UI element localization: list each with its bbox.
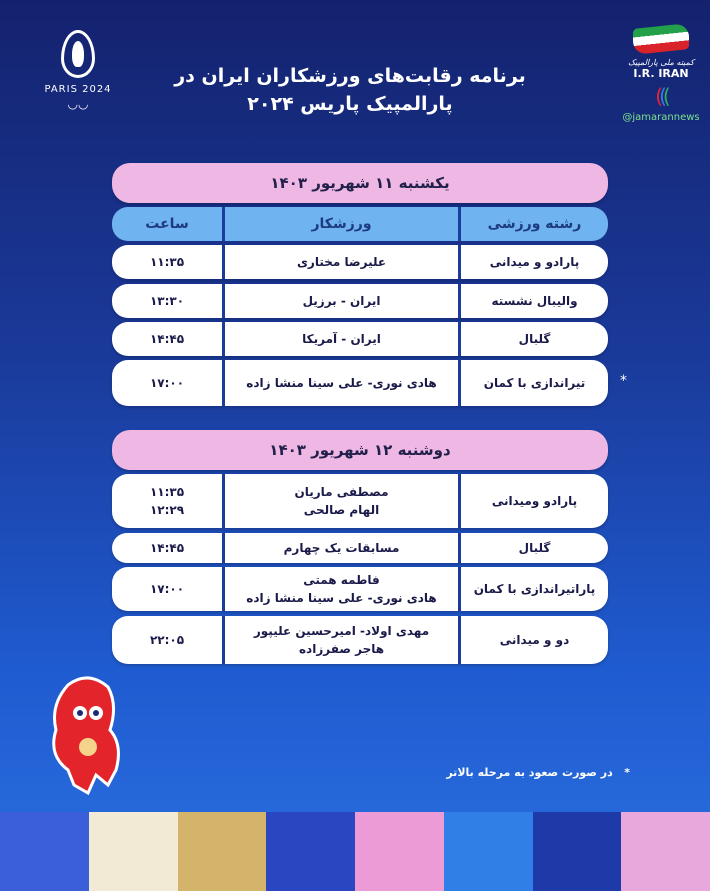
athlete-cell: مسابقات یک چهارم bbox=[222, 533, 458, 563]
sport-cell: پارادو و میدانی bbox=[458, 245, 608, 279]
athlete-cell: مهدی اولاد- امیرحسین علیپور هاجر صفرزاده bbox=[222, 616, 458, 664]
time-value: ۱۲:۲۹ bbox=[149, 503, 185, 517]
athlete-name: هادی نوری- علی سینا منشا زاده bbox=[246, 376, 437, 390]
time-value: ۱۷:۰۰ bbox=[149, 376, 185, 390]
title-line-1: برنامه رقابت‌های ورزشکاران ایران در bbox=[174, 65, 526, 87]
athlete-name: مصطفی ماریان bbox=[294, 485, 389, 499]
time-value: ۱۷:۰۰ bbox=[149, 582, 185, 596]
agitos-icon: ((( bbox=[655, 84, 670, 108]
athlete-cell: مصطفی ماریان الهام صالحی bbox=[222, 474, 458, 528]
athlete-name: ایران - برزیل bbox=[302, 294, 381, 308]
sport-cell: گلبال bbox=[458, 322, 608, 356]
time-value: ۱۱:۳۵ bbox=[149, 255, 185, 269]
qualification-star: * bbox=[620, 373, 627, 389]
athlete-cell: فاطمه همتی هادی نوری- علی سینا منشا زاده bbox=[222, 567, 458, 611]
athlete-name: مسابقات یک چهارم bbox=[283, 541, 400, 555]
table-row: دو و میدانی مهدی اولاد- امیرحسین علیپور ه… bbox=[112, 616, 608, 664]
footnote: * در صورت صعود به مرحله بالاتر bbox=[370, 766, 630, 779]
time-cell: ۲۲:۰۵ bbox=[112, 616, 222, 664]
source-handle: @jamarannews bbox=[622, 112, 700, 123]
athlete-name: مهدی اولاد- امیرحسین علیپور bbox=[253, 624, 430, 638]
sport-cell: پارادو ومیدانی bbox=[458, 474, 608, 528]
time-value: ۱۴:۴۵ bbox=[149, 332, 185, 346]
agitos-icon: ◡◡ bbox=[67, 97, 89, 111]
decorative-pattern-strip bbox=[0, 812, 710, 891]
sport-cell: گلبال bbox=[458, 533, 608, 563]
table-row: تیراندازی با کمان هادی نوری- علی سینا من… bbox=[112, 360, 608, 406]
day-header: دوشنبه ۱۲ شهریور ۱۴۰۳ bbox=[112, 430, 608, 470]
iran-paralympic-logo: کمیته ملی پارالمپیک I.R. IRAN ((( @jamar… bbox=[616, 23, 706, 123]
time-value: ۲۲:۰۵ bbox=[149, 633, 185, 647]
column-header-athlete: ورزشکار bbox=[222, 207, 458, 241]
phryge-mascot-image bbox=[52, 676, 120, 796]
iran-flag-icon bbox=[633, 23, 689, 55]
time-cell: ۱۱:۳۵ bbox=[112, 245, 222, 279]
athlete-cell: علیرضا مختاری bbox=[222, 245, 458, 279]
sport-cell: والیبال نشسته bbox=[458, 284, 608, 318]
column-header-time: ساعت bbox=[145, 216, 189, 232]
time-cell: ۱۷:۰۰ bbox=[112, 360, 222, 406]
table-row: گلبال ایران - آمریکا ۱۴:۴۵ bbox=[112, 322, 608, 356]
table-row: پارادو و میدانی علیرضا مختاری ۱۱:۳۵ bbox=[112, 245, 608, 279]
time-value: ۱۳:۳۰ bbox=[149, 294, 185, 308]
iran-logo-text: I.R. IRAN bbox=[633, 67, 689, 80]
paris-logo-text: PARIS 2024 bbox=[44, 84, 112, 95]
athlete-cell: ایران - آمریکا bbox=[222, 322, 458, 356]
time-value: ۱۴:۴۵ bbox=[149, 541, 185, 555]
athlete-name: هادی نوری- علی سینا منشا زاده bbox=[246, 591, 437, 605]
athlete-name: الهام صالحی bbox=[303, 503, 380, 517]
table-row: پارادو ومیدانی مصطفی ماریان الهام صالحی ۱… bbox=[112, 474, 608, 528]
athlete-cell: هادی نوری- علی سینا منشا زاده bbox=[222, 360, 458, 406]
paris-2024-paralympics-logo: PARIS 2024 ◡◡ bbox=[40, 30, 116, 111]
athlete-name: هاجر صفرزاده bbox=[298, 642, 385, 656]
table-row: گلبال مسابقات یک چهارم ۱۴:۴۵ bbox=[112, 533, 608, 563]
table-row: والیبال نشسته ایران - برزیل ۱۳:۳۰ bbox=[112, 284, 608, 318]
time-cell: ۱۴:۴۵ bbox=[112, 533, 222, 563]
time-cell: ۱۴:۴۵ bbox=[112, 322, 222, 356]
title-line-2: پارالمپیک پاریس ۲۰۲۴ bbox=[247, 93, 453, 115]
page-title: برنامه رقابت‌های ورزشکاران ایران در پارا… bbox=[170, 62, 530, 118]
day-header: یکشنبه ۱۱ شهریور ۱۴۰۳ bbox=[112, 163, 608, 203]
time-cell: ۱۷:۰۰ bbox=[112, 567, 222, 611]
flame-icon bbox=[61, 30, 95, 78]
column-header-sport: رشته ورزشی bbox=[458, 207, 608, 241]
time-value: ۱۱:۳۵ bbox=[149, 485, 185, 499]
sport-cell: پاراتیراندازی با کمان bbox=[458, 567, 608, 611]
athlete-name: فاطمه همتی bbox=[303, 573, 380, 587]
table-row: پاراتیراندازی با کمان فاطمه همتی هادی نور… bbox=[112, 567, 608, 611]
column-header-row: رشته ورزشی ورزشکار ساعت bbox=[112, 207, 608, 241]
iran-calligraphy: کمیته ملی پارالمپیک bbox=[627, 58, 695, 67]
athlete-name: علیرضا مختاری bbox=[296, 255, 387, 269]
footnote-text: در صورت صعود به مرحله بالاتر bbox=[446, 766, 613, 779]
time-cell: ۱۱:۳۵ ۱۲:۲۹ bbox=[112, 474, 222, 528]
athlete-cell: ایران - برزیل bbox=[222, 284, 458, 318]
footnote-star: * bbox=[624, 766, 630, 779]
sport-cell: دو و میدانی bbox=[458, 616, 608, 664]
athlete-name: ایران - آمریکا bbox=[302, 332, 381, 346]
sport-cell: تیراندازی با کمان bbox=[458, 360, 608, 406]
time-cell: ۱۳:۳۰ bbox=[112, 284, 222, 318]
